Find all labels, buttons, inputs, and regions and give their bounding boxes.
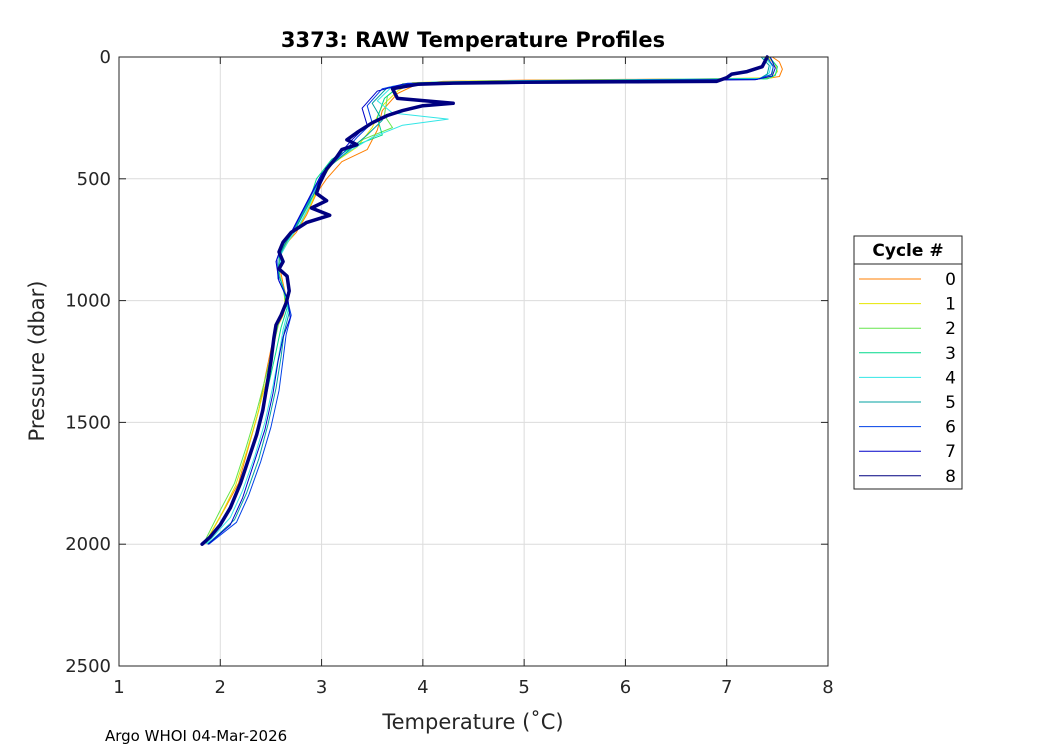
legend-label: 1 xyxy=(945,295,956,315)
x-tick-label: 1 xyxy=(113,677,124,698)
legend-label: 3 xyxy=(945,344,956,364)
legend-label: 8 xyxy=(945,467,956,487)
x-tick-label: 4 xyxy=(417,677,428,698)
legend-items: 0 1 2 3 4 5 6 7 8 xyxy=(859,270,956,487)
x-tick-label: 7 xyxy=(721,677,732,698)
x-axis-label: Temperature (˚C) xyxy=(381,710,563,734)
series-group xyxy=(200,55,783,546)
y-axis-label: Pressure (dbar) xyxy=(25,281,49,442)
series-line-cycle-8 xyxy=(200,55,769,546)
y-tick-label: 1500 xyxy=(65,412,111,433)
x-tick-label: 8 xyxy=(822,677,833,698)
legend-label: 0 xyxy=(945,270,956,290)
y-tick-label: 2500 xyxy=(65,656,111,677)
legend-title: Cycle # xyxy=(872,241,943,261)
footer-text: Argo WHOI 04-Mar-2026 xyxy=(105,727,287,745)
ticks: 1 2 3 4 5 6 7 8 0 500 1000 1500 2000 2500 xyxy=(65,47,834,698)
legend-label: 4 xyxy=(945,368,956,388)
x-tick-label: 5 xyxy=(518,677,529,698)
legend: Cycle # 0 1 2 3 4 5 6 7 8 xyxy=(853,235,963,490)
legend-label: 7 xyxy=(945,442,956,462)
x-tick-label: 3 xyxy=(316,677,327,698)
y-tick-label: 0 xyxy=(100,47,111,68)
legend-label: 2 xyxy=(945,319,956,339)
y-tick-label: 2000 xyxy=(65,534,111,555)
y-tick-label: 1000 xyxy=(65,291,111,312)
chart-title: 3373: RAW Temperature Profiles xyxy=(281,28,665,52)
x-tick-label: 6 xyxy=(620,677,631,698)
legend-label: 5 xyxy=(945,393,956,413)
plot-frame xyxy=(118,56,829,667)
y-tick-label: 500 xyxy=(77,169,111,190)
x-tick-label: 2 xyxy=(215,677,226,698)
plot-area xyxy=(119,57,828,666)
legend-box xyxy=(853,235,963,490)
legend-label: 6 xyxy=(945,418,956,438)
